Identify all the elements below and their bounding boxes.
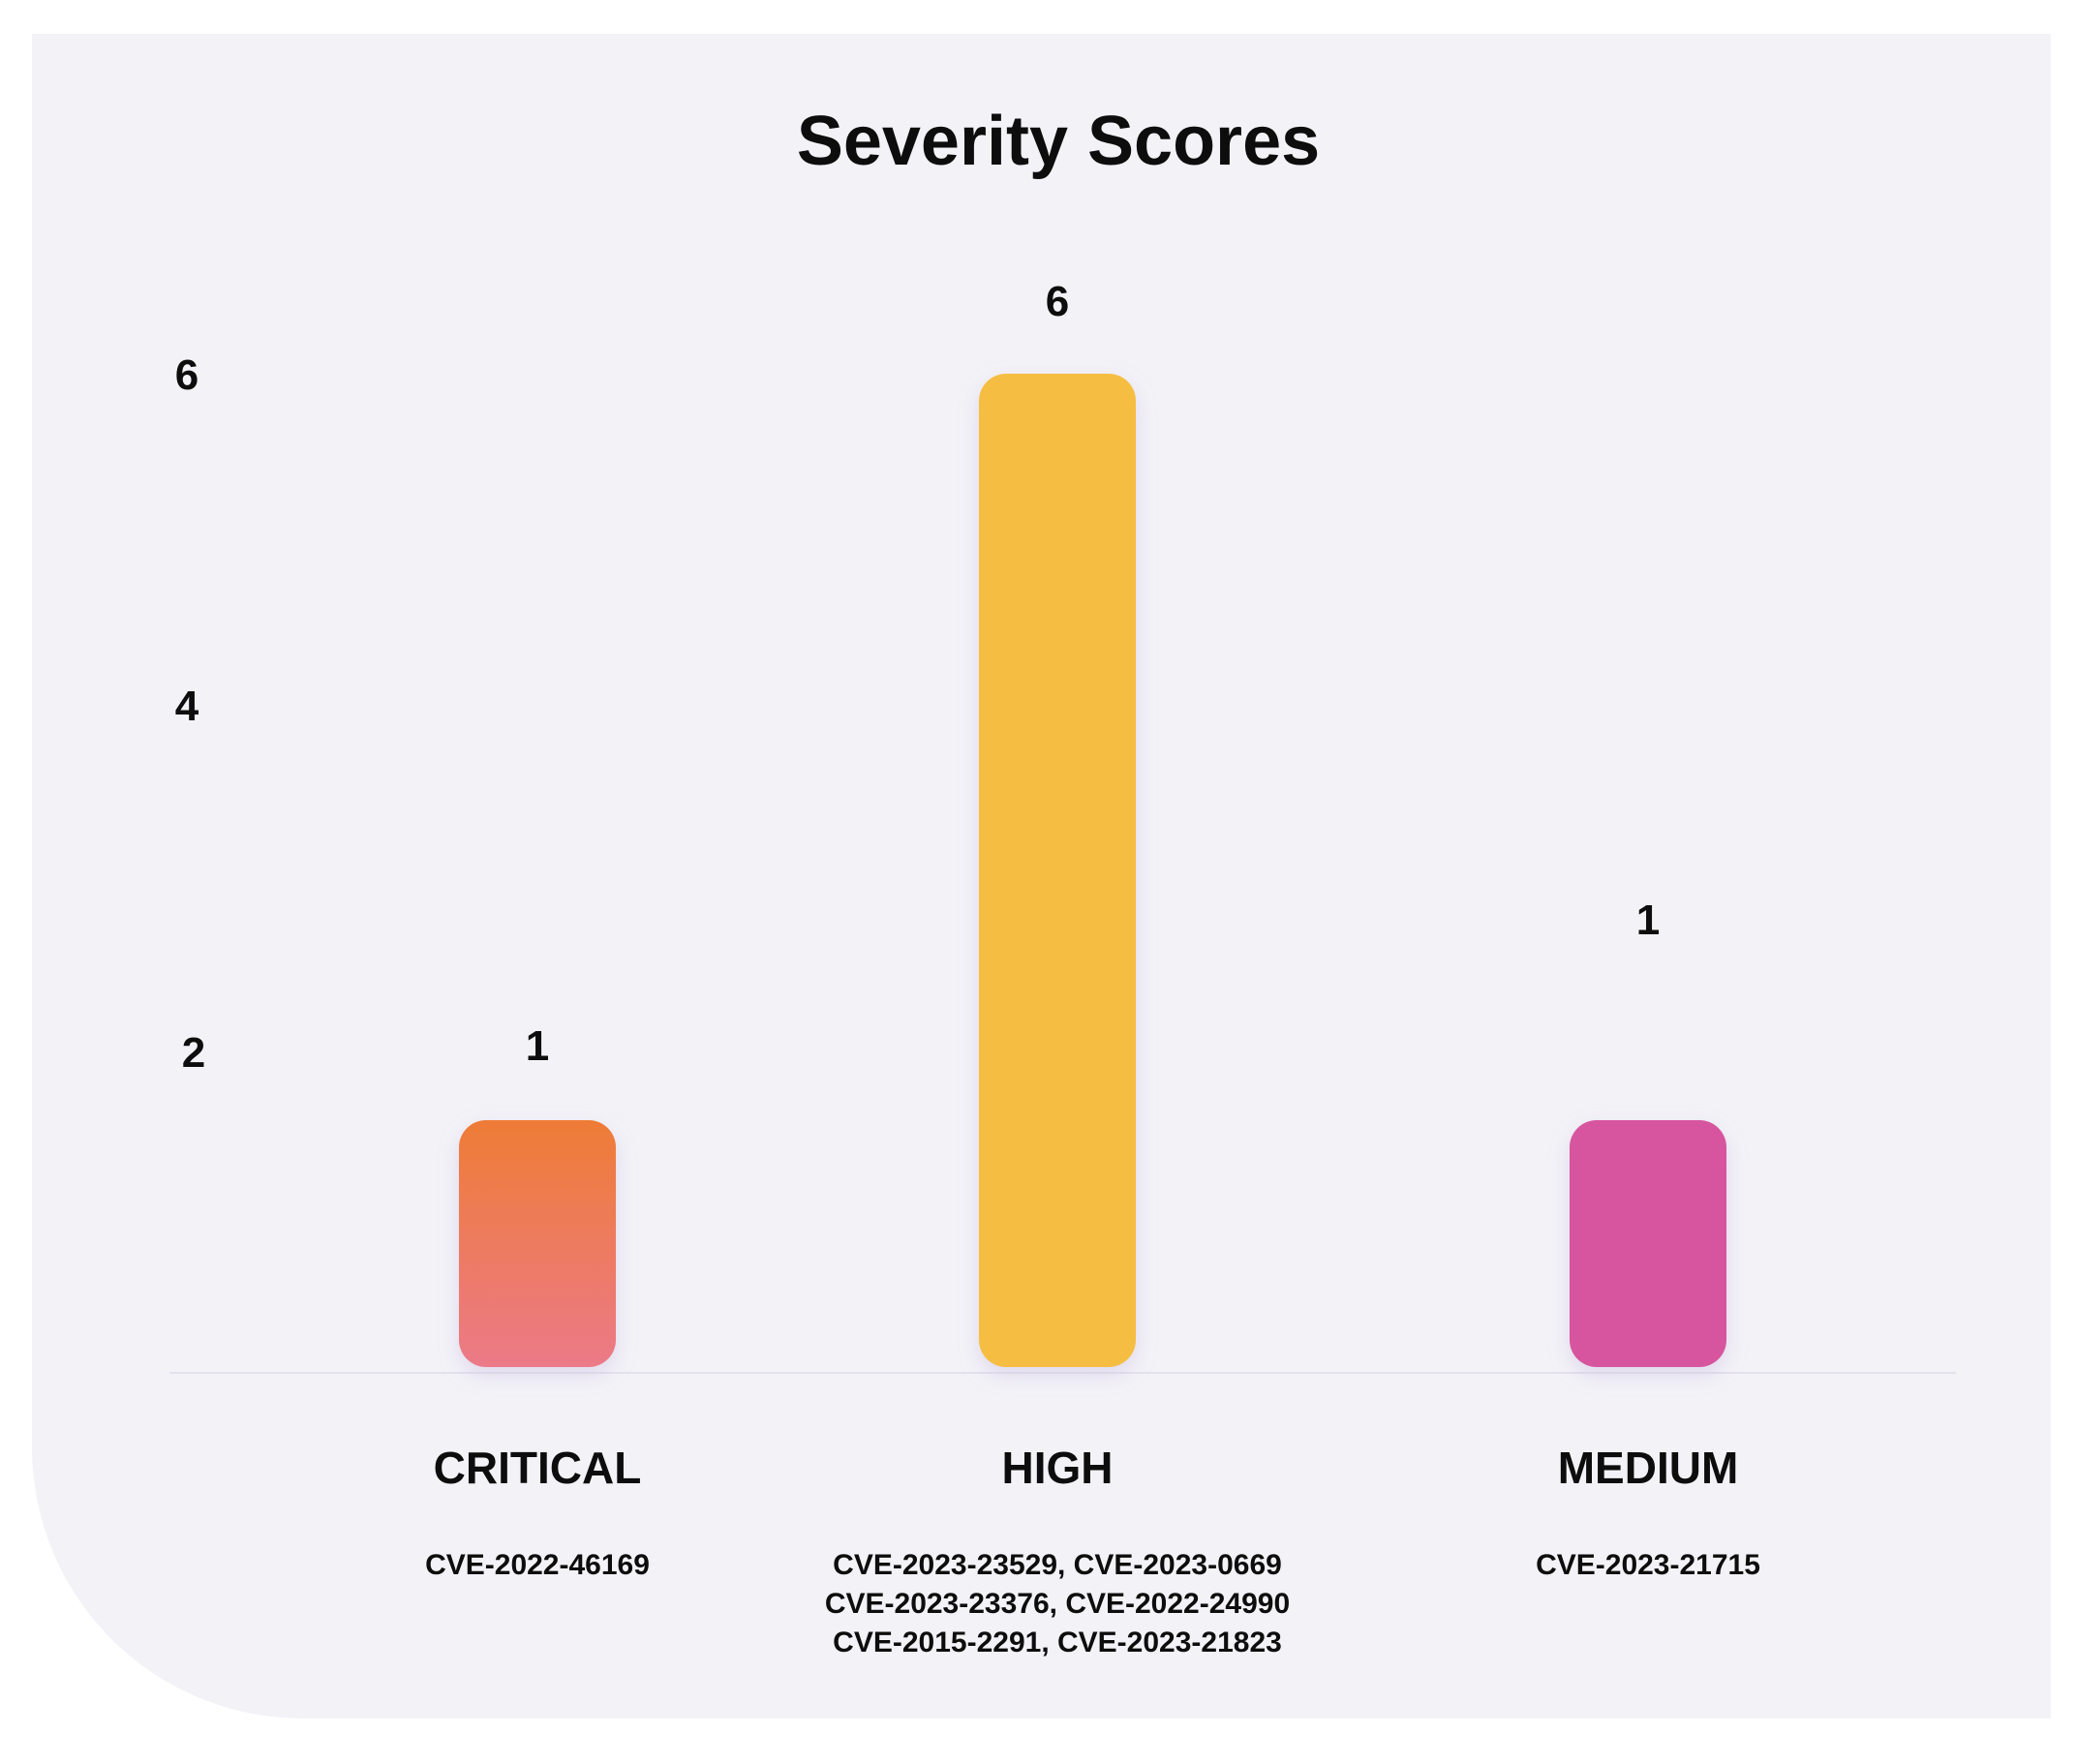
category-label-critical: CRITICAL [434, 1443, 642, 1493]
value-label-medium: 1 [1636, 897, 1660, 944]
cve-line-high-1: CVE-2023-23529, CVE-2023-0669 [833, 1549, 1282, 1581]
cve-line-medium-1: CVE-2023-21715 [1536, 1549, 1760, 1581]
y-tick-label-4: 4 [175, 683, 199, 730]
bars [459, 374, 1726, 1367]
y-tick-label-6: 6 [175, 351, 198, 399]
cve-line-high-2: CVE-2023-23376, CVE-2022-24990 [825, 1588, 1290, 1620]
value-labels: 1 6 1 [526, 278, 1660, 1070]
category-label-high: HIGH [1002, 1443, 1114, 1493]
cve-line-critical-1: CVE-2022-46169 [425, 1549, 650, 1581]
y-axis-ticks: 2 4 6 [175, 351, 205, 1077]
bar-high [979, 374, 1136, 1367]
category-label-medium: MEDIUM [1558, 1443, 1739, 1493]
value-label-high: 6 [1046, 278, 1069, 325]
category-labels: CRITICAL HIGH MEDIUM [434, 1443, 1739, 1493]
y-tick-label-2: 2 [182, 1029, 205, 1077]
bar-medium [1570, 1120, 1726, 1367]
cve-lists: CVE-2022-46169 CVE-2023-23529, CVE-2023-0… [425, 1549, 1760, 1658]
chart-title: Severity Scores [797, 103, 1320, 180]
cve-line-high-3: CVE-2015-2291, CVE-2023-21823 [833, 1627, 1282, 1658]
value-label-critical: 1 [526, 1022, 549, 1070]
bar-critical [459, 1120, 616, 1367]
